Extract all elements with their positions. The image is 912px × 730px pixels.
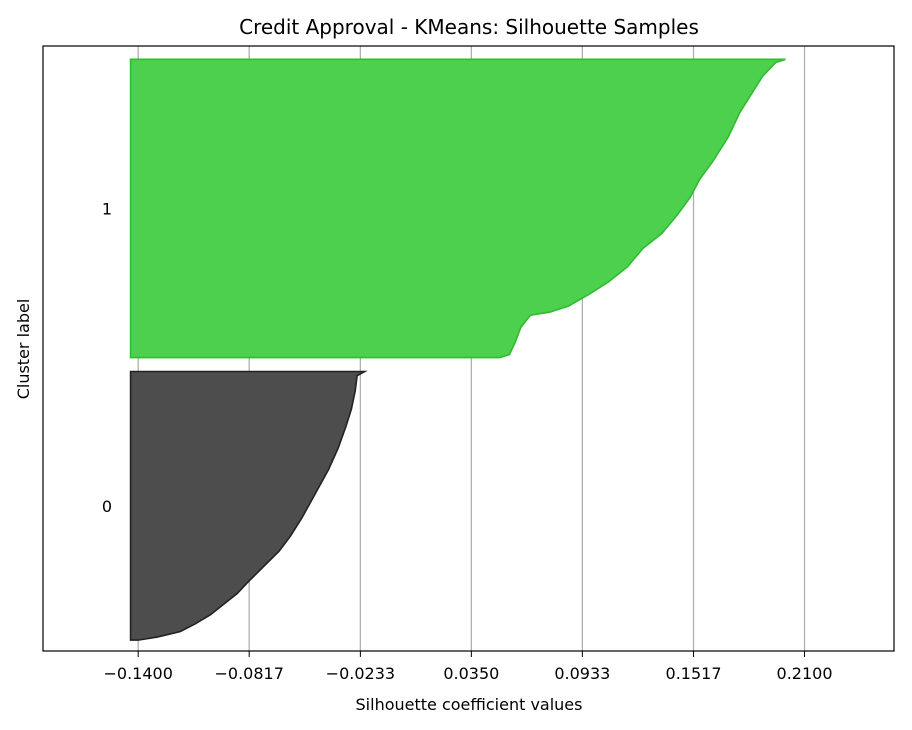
chart-title: Credit Approval - KMeans: Silhouette Sam… [239, 15, 699, 39]
x-tick-label: 0.2100 [777, 664, 833, 683]
x-tick-label: 0.1517 [666, 664, 722, 683]
x-tick-label: −0.1400 [103, 664, 172, 683]
x-tick-label: −0.0817 [214, 664, 283, 683]
x-axis-ticks: −0.1400 −0.0817 −0.0233 0.0350 0.0933 0.1517 0… [103, 651, 833, 683]
cluster-0-area [129, 370, 368, 641]
x-tick-label: 0.0350 [443, 664, 499, 683]
plot-frame [42, 45, 895, 652]
y-axis-cluster-labels: 01 [102, 199, 112, 515]
cluster-1-area [129, 58, 786, 359]
cluster-label-1: 1 [102, 199, 112, 218]
y-axis-label: Cluster label [14, 299, 33, 400]
cluster-areas [129, 58, 786, 641]
x-tick-label: 0.0933 [554, 664, 610, 683]
cluster-label-0: 0 [102, 497, 112, 516]
x-tick-label: −0.0233 [326, 664, 395, 683]
x-axis-label: Silhouette coefficient values [356, 695, 583, 714]
